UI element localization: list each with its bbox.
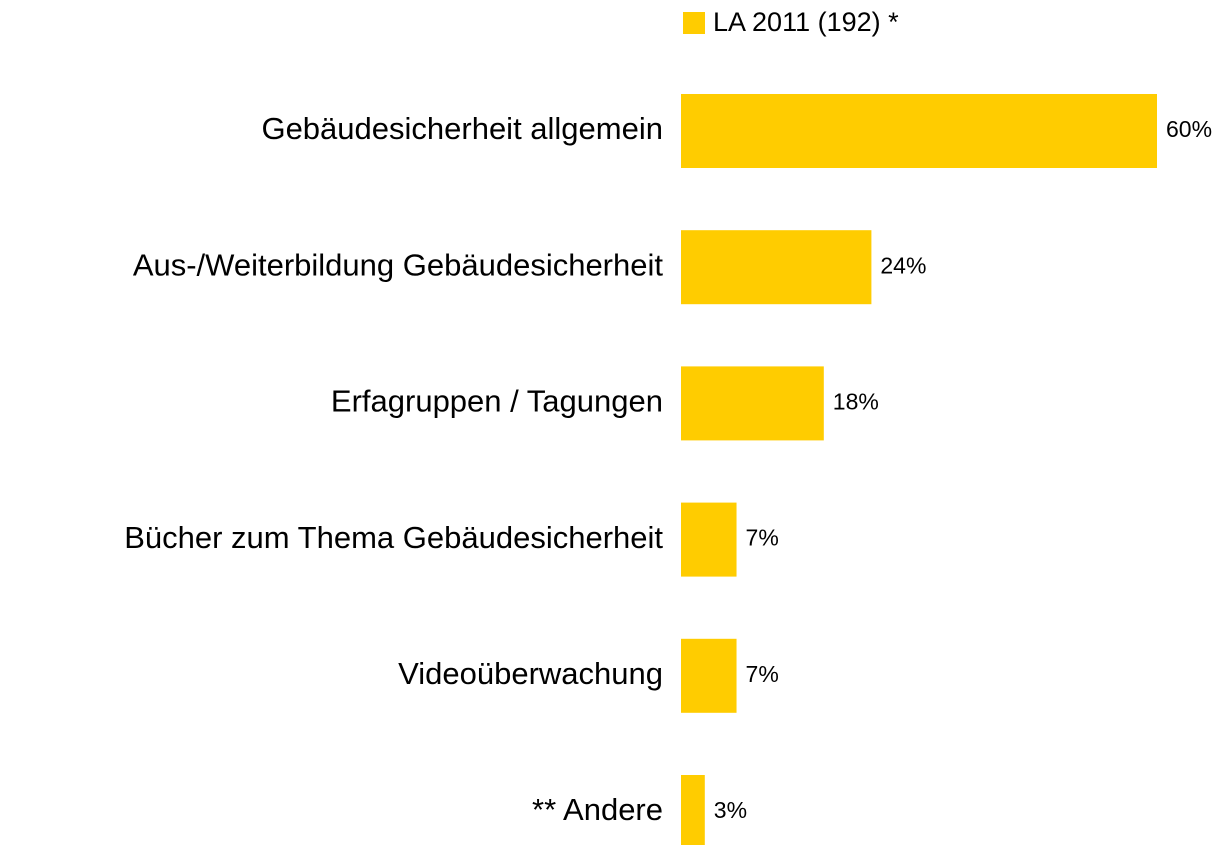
value-label: 7% bbox=[746, 525, 779, 551]
category-label: ** Andere bbox=[532, 792, 663, 827]
value-label: 24% bbox=[880, 252, 926, 278]
category-label: Aus-/Weiterbildung Gebäudesicherheit bbox=[133, 247, 664, 282]
bar bbox=[681, 502, 737, 577]
bar bbox=[681, 638, 737, 713]
category-label: Gebäudesicherheit allgemein bbox=[261, 111, 663, 146]
legend-label: LA 2011 (192) * bbox=[713, 7, 899, 37]
bar bbox=[681, 366, 824, 441]
value-label: 60% bbox=[1166, 116, 1212, 142]
legend-swatch bbox=[683, 12, 705, 34]
bar bbox=[681, 230, 872, 305]
category-label: Erfagruppen / Tagungen bbox=[331, 384, 663, 419]
category-label: Videoüberwachung bbox=[398, 656, 663, 691]
value-label: 18% bbox=[833, 388, 879, 414]
value-label: 7% bbox=[746, 661, 779, 687]
value-label: 3% bbox=[714, 797, 747, 823]
category-label: Bücher zum Thema Gebäudesicherheit bbox=[124, 520, 663, 555]
bar bbox=[681, 94, 1157, 168]
bar bbox=[681, 775, 705, 845]
